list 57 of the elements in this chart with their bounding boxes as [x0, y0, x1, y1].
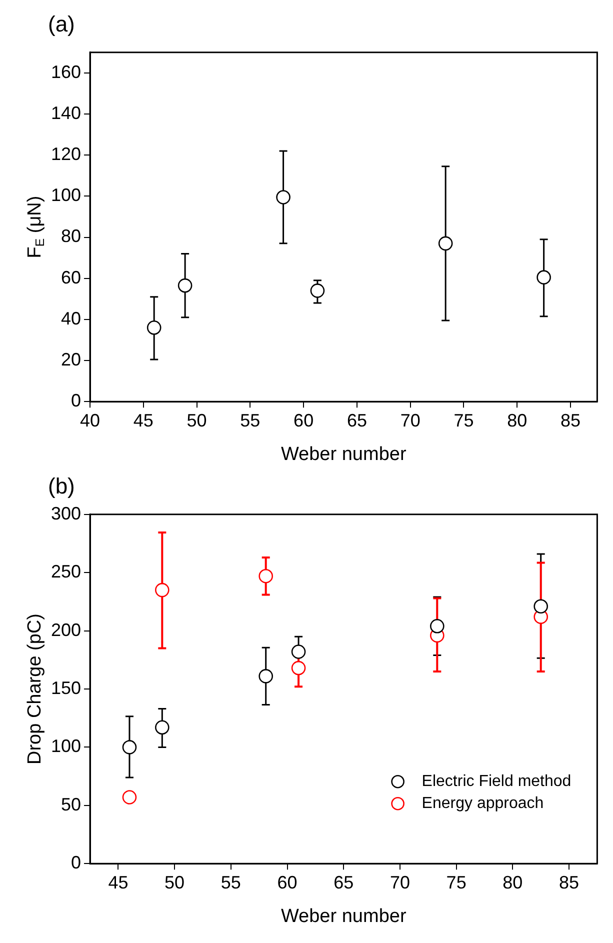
x-tick-label: 60 — [277, 872, 298, 892]
x-tick-label: 50 — [164, 872, 185, 892]
legend-label: Energy approach — [422, 795, 544, 812]
y-tick-label: 50 — [61, 794, 82, 814]
x-tick-label: 55 — [240, 410, 260, 430]
x-axis-title: Weber number — [280, 444, 407, 465]
x-axis-title: Weber number — [280, 906, 407, 927]
point — [438, 236, 453, 251]
point — [291, 644, 306, 659]
x-tick-label: 60 — [294, 410, 314, 430]
point — [155, 582, 170, 598]
point — [178, 278, 192, 293]
y-tick-label: 200 — [50, 620, 82, 640]
point — [155, 720, 170, 735]
x-tick-label: 75 — [446, 872, 466, 892]
x-tick-label: 85 — [559, 872, 580, 892]
y-tick-label: 300 — [50, 503, 82, 524]
x-tick-label: 70 — [390, 872, 410, 892]
x-tick-label: 65 — [346, 410, 367, 430]
x-tick-label: 80 — [507, 410, 528, 430]
x-tick-label: 65 — [334, 872, 354, 892]
point — [534, 599, 548, 614]
y-tick-label: 140 — [50, 102, 82, 123]
y-axis-title: FE (μN) — [24, 196, 48, 258]
y-tick-label: 160 — [50, 62, 82, 82]
point — [258, 669, 273, 684]
y-tick-label: 150 — [50, 678, 82, 698]
y-tick-label: 0 — [71, 390, 82, 411]
y-tick-label: 80 — [61, 226, 82, 246]
y-tick-label: 60 — [61, 267, 82, 288]
y-tick-label: 100 — [50, 185, 82, 206]
point — [276, 190, 290, 204]
legend-label: Electric Field method — [422, 773, 572, 790]
y-tick-label: 250 — [50, 562, 82, 582]
x-tick-label: 55 — [220, 872, 241, 892]
y-tick-label: 120 — [50, 144, 82, 164]
point — [291, 660, 306, 676]
y-tick-label: 40 — [61, 308, 82, 328]
chart-title: (a) — [48, 11, 75, 36]
point — [146, 320, 162, 335]
point — [122, 790, 137, 804]
y-axis-title: Drop Charge (pC) — [24, 614, 46, 764]
point — [122, 740, 137, 754]
x-tick-label: 80 — [502, 872, 523, 892]
x-tick-label: 70 — [400, 410, 420, 430]
y-tick-label: 20 — [61, 349, 82, 370]
y-tick-label: 0 — [71, 852, 82, 873]
x-tick-label: 85 — [560, 410, 581, 430]
point — [258, 568, 273, 584]
x-tick-label: 50 — [186, 410, 207, 430]
point — [536, 270, 551, 284]
chart-title: (b) — [48, 473, 75, 498]
x-tick-label: 45 — [108, 872, 128, 892]
point — [310, 284, 325, 298]
y-tick-label: 100 — [50, 736, 82, 756]
x-tick-label: 45 — [133, 410, 154, 430]
x-tick-label: 75 — [454, 410, 474, 430]
